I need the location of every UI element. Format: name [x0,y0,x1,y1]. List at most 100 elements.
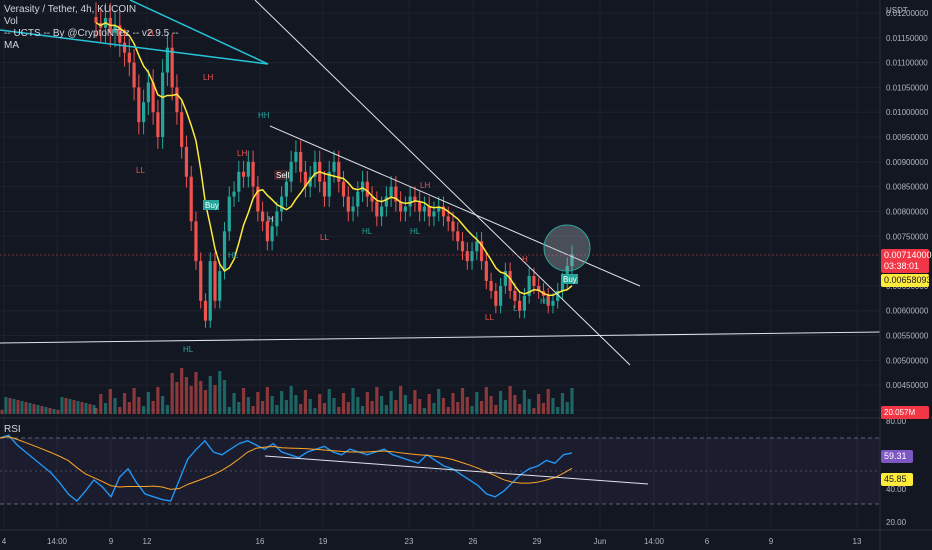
volume-bar [489,396,493,414]
volume-bar [194,372,198,414]
volume-bar [132,388,136,414]
candle-body [537,285,541,291]
volume-bar [92,405,96,414]
mark-ll-3: LL [485,313,494,322]
close-price-value: 0.00714000 [884,250,932,260]
volume-bar [360,406,365,414]
candle-body [137,87,141,123]
candle-body [308,176,312,187]
volume-bar [227,407,231,414]
descending-trendline-short [269,125,641,287]
mark-ll-1: LL [136,166,145,175]
time-tick: 13 [853,537,862,546]
rsi-tick-40: 40.00 [886,485,907,494]
volume-bar [413,390,417,414]
volume-bar [560,393,565,414]
candle-body [284,181,288,197]
volume-bar [118,407,122,414]
price-tick: 0.00950000 [886,133,929,142]
volume-bar [303,390,308,414]
rsi-indicator-label[interactable]: RSI [4,424,21,435]
volume-bar [551,398,555,414]
ucts-indicator-label[interactable]: -- UCTS -- By @CryptoNTez -- v2.9.5 -- [4,28,179,39]
candle-body [408,196,412,207]
price-tick: 0.00800000 [886,207,929,216]
candle-body [346,196,350,212]
volume-bar [203,390,208,414]
volume-bar [72,400,76,414]
rsi-value-tag: 59.31 [881,450,913,463]
candle-body [422,206,427,212]
volume-bar [60,397,64,414]
volume-bar [470,406,474,414]
candle-body [332,161,336,172]
volume-bar [370,401,374,414]
sell-signal: Sell [276,171,290,180]
volume-bar [527,399,531,414]
volume-bar [156,387,160,414]
volume-bar [270,396,274,414]
volume-bar [180,368,184,414]
candle-body [208,261,212,321]
chart-legend: Verasity / Tether, 4h, KUCOIN Vol -- UCT… [4,4,179,52]
candle-body [227,196,231,232]
symbol-title[interactable]: Verasity / Tether, 4h, KUCOIN [4,4,137,15]
candle-body [351,206,355,212]
candle-body [222,231,227,272]
candle-body [303,171,308,187]
candle-body [189,176,193,222]
candle-body [451,221,455,232]
volume-bar [479,401,484,414]
price-axis-currency: USDT [886,6,908,15]
volume-bar [356,397,360,414]
candle-body [356,191,360,207]
candle-body [370,196,374,202]
candle-body [299,151,303,172]
volume-bar [0,410,4,414]
price-tick: 0.01000000 [886,108,929,117]
candle-body [294,151,298,162]
volume-bar [499,391,503,414]
ma-indicator-label[interactable]: MA [4,40,19,51]
candle-body [142,102,146,123]
volume-indicator-label[interactable]: Vol [4,16,18,27]
volume-bar [199,381,203,414]
main-grid [0,0,880,530]
volume-bar [76,401,80,414]
rsi-tick-80: 80.00 [886,417,907,426]
volume-bar [151,401,155,414]
candle-body [489,280,493,291]
volume-bar [313,408,317,414]
volume-bar [108,389,112,414]
candle-body [527,276,531,296]
price-tick: 0.01100000 [886,59,928,68]
candle-body [203,300,208,321]
candle-body [241,171,246,177]
volume-bar [256,392,260,414]
mark-h-3: H [522,255,528,264]
mark-h-2: H [268,215,274,224]
candle-body [280,196,284,212]
volume-bar [275,405,279,414]
volume-bar [451,393,455,414]
mark-lh-1: LH [203,73,213,82]
close-price-tag: 0.00714000 03:38:01 [881,249,932,273]
candle-body [289,161,293,182]
price-tick: 0.01150000 [886,34,928,43]
descending-trendline-long [254,0,631,366]
cyan-trendline-lower [0,29,269,65]
volume-bar [299,404,303,414]
time-tick: Jun [594,537,607,546]
volume-bar [68,399,72,414]
candle-body [365,181,369,197]
candle-body [546,295,550,306]
volume-bar [308,399,312,414]
time-axis-ticks: 4 14:00 9 12 16 19 23 26 29 Jun 14:00 6 9 13 [2,537,862,546]
candle-body [532,276,536,286]
volume-bar [28,403,32,414]
candle-body [322,181,327,197]
time-tick: 29 [533,537,542,546]
volume-bar [403,395,407,414]
volume-bar [127,402,131,414]
